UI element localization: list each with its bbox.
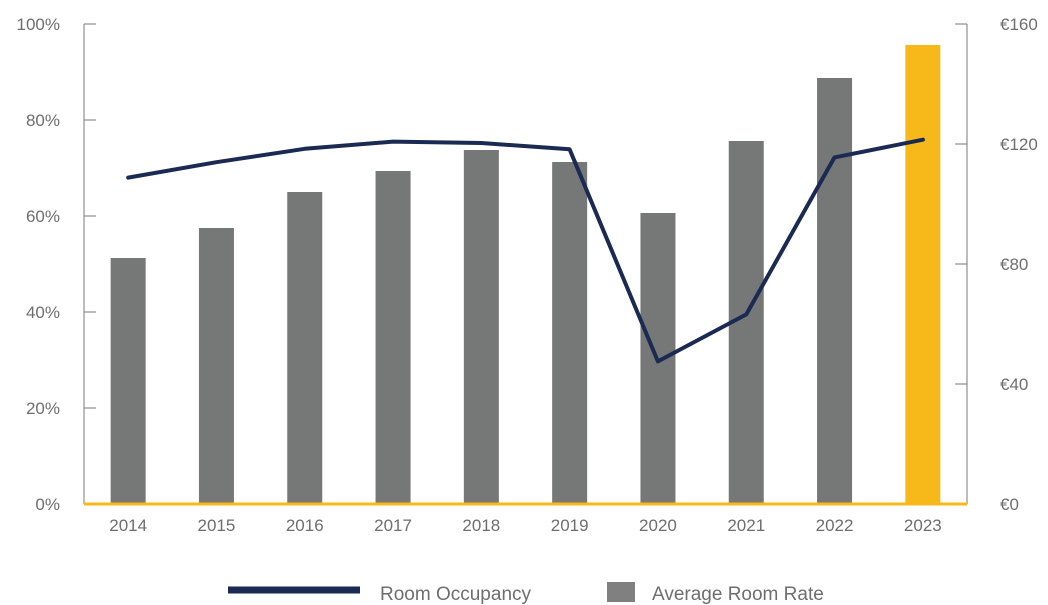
x-tick-label: 2020 bbox=[639, 516, 677, 535]
right-tick-label: €120 bbox=[1000, 135, 1038, 154]
line-series bbox=[126, 137, 925, 364]
legend-label-room-occupancy: Room Occupancy bbox=[380, 584, 532, 605]
x-tick-label: 2014 bbox=[109, 516, 147, 535]
right-tick-label: €160 bbox=[1000, 15, 1038, 34]
left-tick-label: 100% bbox=[17, 15, 60, 34]
left-y-axis: 0% 20% 40% 60% 80% 100% bbox=[17, 15, 96, 514]
x-tick-label: 2017 bbox=[374, 516, 412, 535]
left-tick-label: 80% bbox=[26, 111, 60, 130]
left-tick-label: 60% bbox=[26, 207, 60, 226]
bar-2019 bbox=[552, 162, 588, 504]
legend-label-average-room-rate: Average Room Rate bbox=[652, 584, 824, 605]
bar-series bbox=[110, 45, 941, 504]
left-tick-label: 0% bbox=[35, 495, 60, 514]
x-tick-label: 2021 bbox=[727, 516, 765, 535]
bar-2016 bbox=[287, 192, 323, 504]
x-tick-label: 2022 bbox=[816, 516, 854, 535]
x-tick-label: 2023 bbox=[904, 516, 942, 535]
line-room-occupancy bbox=[126, 137, 925, 364]
left-tick-label: 20% bbox=[26, 399, 60, 418]
x-tick-label: 2015 bbox=[198, 516, 236, 535]
bar-2023 bbox=[905, 45, 941, 504]
right-tick-label: €0 bbox=[1000, 495, 1019, 514]
legend: Room Occupancy Average Room Rate bbox=[228, 582, 824, 605]
right-y-axis: €0 €40 €80 €120 €160 bbox=[955, 15, 1038, 514]
x-tick-label: 2016 bbox=[286, 516, 324, 535]
bar-2018 bbox=[463, 150, 499, 504]
bar-2015 bbox=[198, 228, 234, 504]
legend-swatch-average-room-rate bbox=[607, 582, 635, 602]
bar-2014 bbox=[110, 258, 146, 504]
bar-2017 bbox=[375, 171, 411, 504]
bar-2022 bbox=[817, 78, 853, 504]
right-tick-label: €80 bbox=[1000, 255, 1028, 274]
left-tick-label: 40% bbox=[26, 303, 60, 322]
x-tick-label: 2018 bbox=[462, 516, 500, 535]
x-axis-labels: 2014 2015 2016 2017 2018 2019 2020 2021 2022 2023 bbox=[109, 516, 942, 535]
x-tick-label: 2019 bbox=[551, 516, 589, 535]
right-tick-label: €40 bbox=[1000, 375, 1028, 394]
